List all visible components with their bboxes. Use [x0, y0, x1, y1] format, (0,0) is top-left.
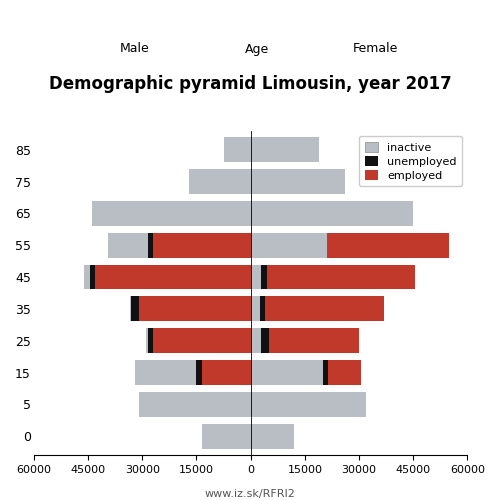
Bar [138, 296, 250, 322]
Bar [138, 392, 250, 417]
Bar [250, 169, 344, 194]
Text: Age: Age [246, 42, 270, 56]
Bar [130, 296, 132, 322]
Bar [95, 264, 250, 289]
Bar [250, 296, 260, 322]
Text: Female: Female [352, 42, 398, 56]
Bar [84, 264, 90, 289]
Bar [148, 328, 153, 353]
Bar [268, 328, 359, 353]
Bar [132, 296, 138, 322]
Bar [265, 296, 384, 322]
Bar [250, 392, 366, 417]
Bar [262, 264, 267, 289]
Bar [196, 360, 202, 385]
Bar [224, 138, 250, 162]
Bar [260, 296, 265, 322]
Bar [250, 138, 320, 162]
Bar [250, 328, 262, 353]
Bar [328, 360, 361, 385]
Bar [189, 169, 250, 194]
Bar [135, 360, 196, 385]
Bar [326, 233, 450, 258]
Bar [153, 233, 250, 258]
Bar [250, 424, 294, 448]
Bar [108, 233, 148, 258]
Bar [262, 328, 268, 353]
Bar [323, 360, 328, 385]
Bar [250, 360, 323, 385]
Text: www.iz.sk/RFRI2: www.iz.sk/RFRI2 [204, 490, 296, 500]
Legend: inactive, unemployed, employed: inactive, unemployed, employed [359, 136, 462, 186]
Bar [90, 264, 95, 289]
Bar [250, 201, 414, 226]
Bar [250, 233, 326, 258]
Bar [146, 328, 148, 353]
Bar [202, 424, 250, 448]
Title: Demographic pyramid Limousin, year 2017: Demographic pyramid Limousin, year 2017 [50, 75, 452, 93]
Bar [148, 233, 153, 258]
Bar [153, 328, 250, 353]
Bar [202, 360, 250, 385]
Text: Male: Male [120, 42, 150, 56]
Bar [92, 201, 250, 226]
Bar [267, 264, 415, 289]
Bar [250, 264, 262, 289]
